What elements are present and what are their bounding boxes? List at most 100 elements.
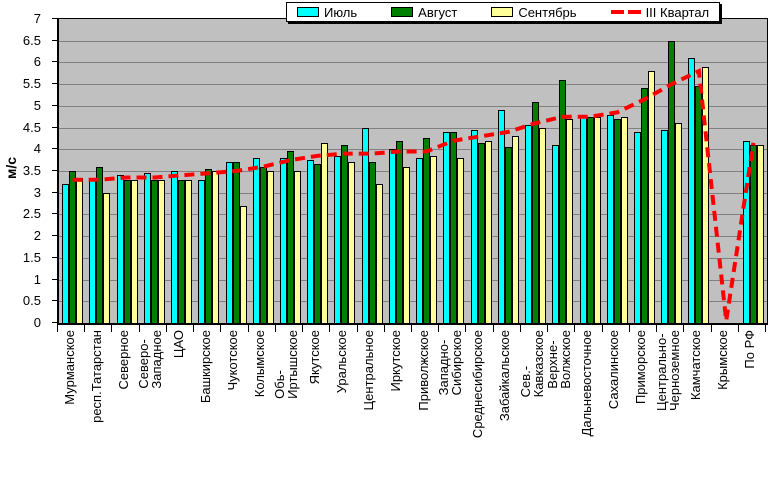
bar-Сентябрь-5	[212, 171, 219, 323]
y-tick-label: 3	[33, 185, 41, 200]
x-tick-mark	[248, 324, 249, 332]
x-category-label: Дальневосточное	[579, 330, 594, 437]
y-tick-label: 2.5	[22, 206, 41, 221]
bar-Август-8	[287, 151, 294, 323]
x-tick-mark	[193, 324, 194, 332]
x-category-label: Камчатское	[688, 330, 703, 401]
bar-Сентябрь-25	[757, 145, 764, 323]
x-category-label: респ.Татарстан	[89, 330, 104, 423]
legend-label: Август	[418, 4, 458, 20]
x-tick-mark	[166, 324, 167, 332]
x-tick-mark	[574, 324, 575, 332]
x-category-label: Якутское	[307, 330, 322, 385]
y-tick-mark	[52, 300, 57, 301]
bar-Август-19	[587, 117, 594, 323]
bar-Сентябрь-17	[539, 128, 546, 323]
plot-area	[57, 18, 768, 325]
x-tick-mark	[656, 324, 657, 332]
x-category-label: Приволжское	[416, 330, 431, 411]
bar-Июль-19	[580, 115, 587, 323]
bar-Июль-12	[389, 149, 396, 323]
bar-Июль-9	[307, 160, 314, 323]
bar-Сентябрь-21	[648, 71, 655, 323]
bar-Сентябрь-1	[103, 193, 110, 323]
bar-Июль-14	[443, 132, 450, 323]
y-tick-mark	[52, 127, 57, 128]
x-category-label: Забайкальское	[497, 330, 512, 422]
x-tick-mark	[438, 324, 439, 332]
gridline	[59, 128, 767, 129]
y-tick-mark	[52, 148, 57, 149]
bar-Август-16	[505, 147, 512, 323]
y-tick-label: 0.5	[22, 293, 41, 308]
y-tick-label: 7	[33, 11, 41, 26]
legend-item-3: Сентябрь	[491, 4, 577, 20]
bar-Июль-20	[607, 115, 614, 323]
x-tick-mark	[57, 324, 58, 332]
bar-Август-2	[124, 180, 131, 323]
x-category-label: Сахалинское	[606, 330, 621, 410]
bar-Июль-10	[334, 156, 341, 323]
legend-swatch-icon	[297, 7, 319, 17]
x-category-label: Северное	[116, 330, 131, 390]
x-tick-mark	[220, 324, 221, 332]
bar-Август-10	[341, 145, 348, 323]
legend-label: Сентябрь	[518, 4, 577, 20]
bar-Сентябрь-11	[376, 184, 383, 323]
x-tick-mark	[384, 324, 385, 332]
bar-Июль-0	[62, 184, 69, 323]
chart-legend: Июль Август Сентябрь III Квартал	[286, 2, 721, 22]
bar-Июль-3	[144, 173, 151, 323]
bar-Август-22	[668, 41, 675, 323]
legend-swatch-icon	[491, 7, 514, 17]
bar-Август-11	[369, 162, 376, 323]
y-tick-mark	[52, 192, 57, 193]
y-tick-label: 6	[33, 54, 41, 69]
y-tick-label: 5.5	[22, 76, 41, 91]
y-tick-label: 5	[33, 98, 41, 113]
bar-Август-9	[314, 164, 321, 323]
bar-Июль-7	[253, 158, 260, 323]
x-category-label: Уральское	[334, 330, 349, 394]
bar-Сентябрь-0	[76, 178, 83, 323]
bar-Сентябрь-14	[457, 158, 464, 323]
x-category-label: Крымское	[715, 330, 730, 390]
y-tick-label: 4	[33, 141, 41, 156]
bar-Август-15	[478, 143, 485, 323]
bar-Июль-23	[688, 58, 695, 323]
bar-Июль-21	[634, 132, 641, 323]
x-tick-mark	[411, 324, 412, 332]
x-category-label: Башкирское	[198, 330, 213, 404]
y-tick-label: 0	[33, 315, 41, 330]
bar-Июль-25	[743, 141, 750, 323]
y-tick-mark	[52, 279, 57, 280]
bar-Июль-17	[525, 125, 532, 323]
bar-Июль-8	[280, 158, 287, 323]
bar-Август-25	[750, 145, 757, 323]
bar-Август-6	[233, 162, 240, 323]
x-category-label: Центральное	[361, 330, 376, 411]
bar-Сентябрь-6	[240, 206, 247, 323]
y-tick-mark	[52, 83, 57, 84]
legend-label: Июль	[324, 4, 358, 20]
x-tick-mark	[520, 324, 521, 332]
x-tick-mark	[329, 324, 330, 332]
y-tick-mark	[52, 257, 57, 258]
x-category-label: Центрально- Черноземное	[654, 330, 682, 412]
gridline	[59, 84, 767, 85]
bar-Сентябрь-10	[348, 162, 355, 323]
x-tick-mark	[493, 324, 494, 332]
bar-Сентябрь-7	[267, 171, 274, 323]
bar-Сентябрь-12	[403, 167, 410, 323]
legend-swatch-icon	[391, 7, 414, 17]
y-tick-label: 1.5	[22, 250, 41, 265]
x-tick-mark	[357, 324, 358, 332]
bar-Август-21	[641, 88, 648, 323]
x-tick-mark	[629, 324, 630, 332]
legend-item-4: III Квартал	[610, 5, 709, 20]
bar-Август-0	[69, 171, 76, 323]
bar-Сентябрь-19	[594, 117, 601, 323]
gridline	[59, 106, 767, 107]
x-tick-mark	[765, 324, 766, 332]
